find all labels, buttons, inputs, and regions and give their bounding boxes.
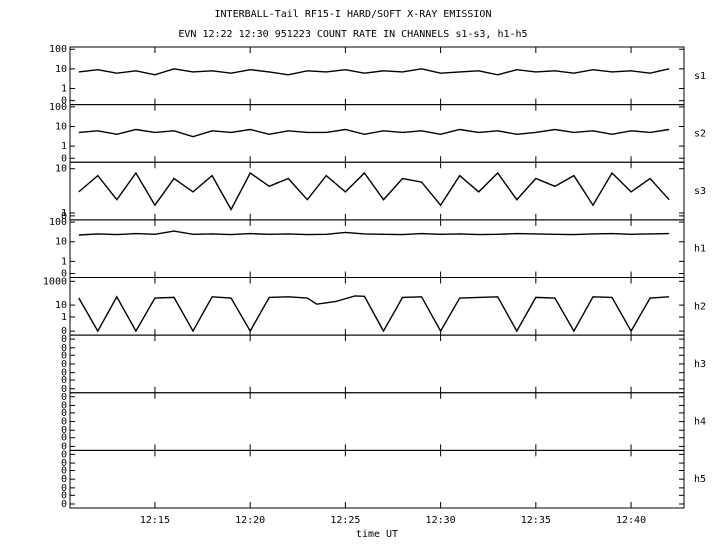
y-tick-label: 0 (61, 368, 67, 379)
y-tick-label: 0 (61, 400, 67, 411)
y-tick-label: 100 (49, 217, 67, 228)
data-line (78, 230, 670, 236)
y-tick-label: 0 (61, 359, 67, 370)
y-tick-label: 0 (61, 433, 67, 444)
x-tick-label: 12:25 (330, 515, 360, 526)
chart-subtitle: EVN 12:22 12:30 951223 COUNT RATE IN CHA… (178, 29, 527, 40)
panel-name: h4 (694, 417, 706, 428)
y-tick-label: 0 (61, 490, 67, 501)
x-tick-label: 12:20 (235, 515, 265, 526)
x-tick-label: 12:35 (521, 515, 551, 526)
panel-name: s3 (694, 186, 706, 197)
data-line (78, 171, 670, 211)
y-tick-label: 0 (61, 153, 67, 164)
y-tick-label: 0 (61, 269, 67, 280)
y-tick-label: 1 (61, 208, 67, 219)
y-tick-label: 1000 (43, 276, 67, 287)
x-tick-label: 12:40 (616, 515, 646, 526)
y-tick-label: 10 (55, 121, 67, 132)
y-tick-label: 0 (61, 96, 67, 107)
y-tick-label: 0 (61, 449, 67, 460)
y-tick-label: 1 (61, 312, 67, 323)
y-tick-label: 0 (61, 343, 67, 354)
y-tick-label: 0 (61, 408, 67, 419)
panel-name: s2 (694, 128, 706, 139)
y-tick-label: 0 (61, 499, 67, 510)
panel-name: h3 (694, 359, 706, 370)
y-tick-label: 1 (61, 141, 67, 152)
y-tick-label: 0 (61, 350, 67, 361)
y-tick-label: 0 (61, 474, 67, 485)
chart-title: INTERBALL-Tail RF15-I HARD/SOFT X-RAY EM… (215, 9, 492, 20)
y-tick-label: 1 (61, 256, 67, 267)
panel-name: h5 (694, 474, 706, 485)
y-tick-label: 100 (49, 102, 67, 113)
panel-name: s1 (694, 71, 706, 82)
panel-name: h1 (694, 244, 706, 255)
data-line (78, 295, 670, 333)
y-tick-label: 10 (55, 300, 67, 311)
y-tick-label: 10 (55, 64, 67, 75)
x-tick-label: 12:30 (426, 515, 456, 526)
y-tick-label: 0 (61, 211, 67, 222)
y-tick-label: 100 (49, 44, 67, 55)
x-tick-label: 12:15 (140, 515, 170, 526)
y-tick-label: 0 (61, 392, 67, 403)
y-tick-label: 0 (61, 326, 67, 337)
y-tick-label: 0 (61, 384, 67, 395)
y-tick-label: 0 (61, 483, 67, 494)
y-tick-label: 0 (61, 417, 67, 428)
y-tick-label: 10 (55, 237, 67, 248)
data-line (78, 68, 670, 76)
y-tick-label: 0 (61, 441, 67, 452)
y-tick-label: 10 (55, 164, 67, 175)
y-tick-label: 1 (61, 83, 67, 94)
x-axis-label: time UT (356, 529, 398, 540)
panel-name: h2 (694, 301, 706, 312)
data-line (78, 128, 670, 138)
y-tick-label: 0 (61, 375, 67, 386)
y-tick-label: 0 (61, 425, 67, 436)
y-tick-label: 0 (61, 466, 67, 477)
y-tick-label: 0 (61, 334, 67, 345)
y-tick-label: 0 (61, 458, 67, 469)
